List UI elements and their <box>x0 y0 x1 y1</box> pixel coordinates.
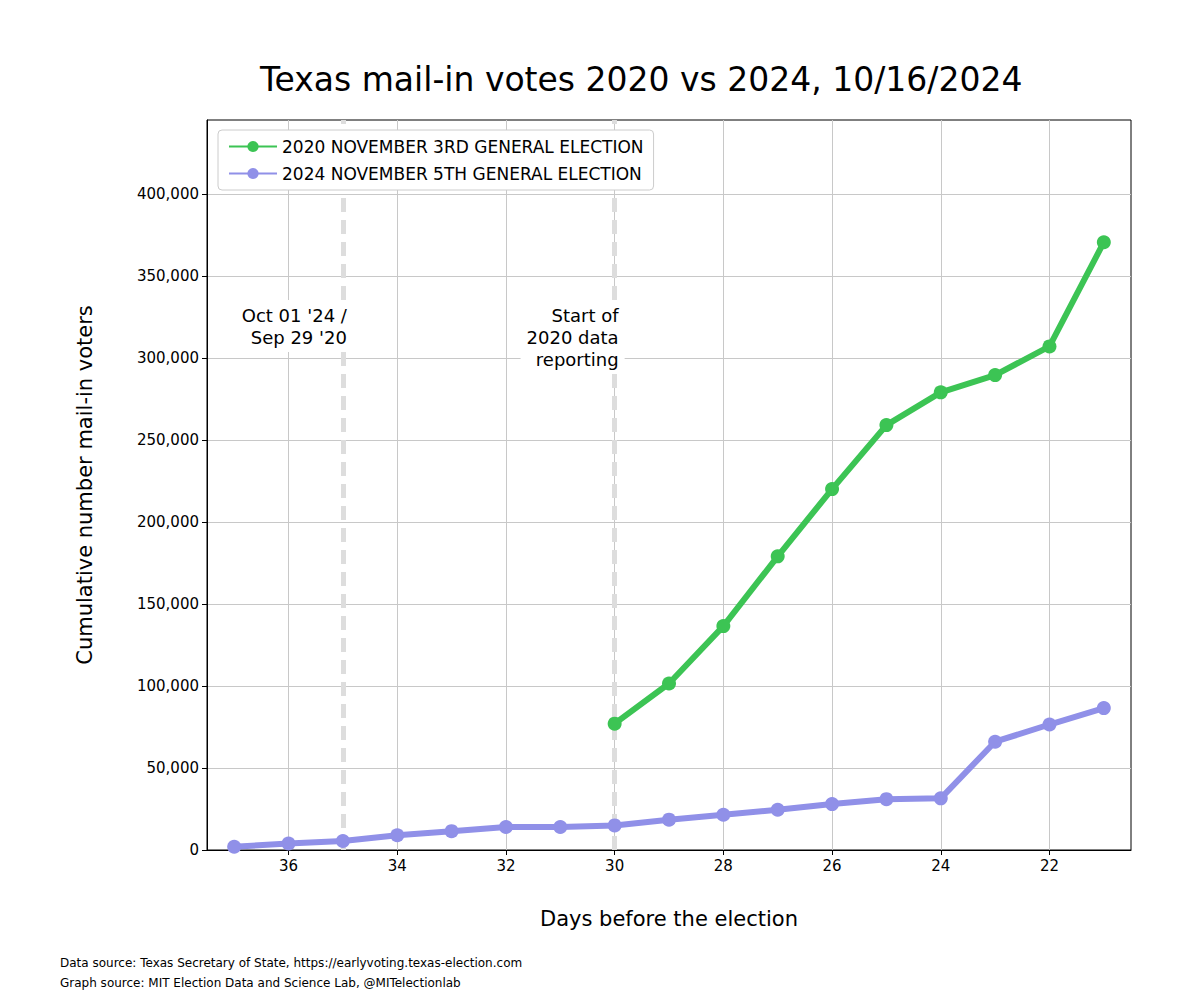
svg-text:Graph source: MIT Election Dat: Graph source: MIT Election Data and Scie… <box>60 976 461 990</box>
svg-text:26: 26 <box>823 857 842 875</box>
svg-text:34: 34 <box>388 857 407 875</box>
svg-text:100,000: 100,000 <box>137 677 199 695</box>
svg-text:350,000: 350,000 <box>137 267 199 285</box>
svg-text:2024 NOVEMBER 5TH GENERAL ELEC: 2024 NOVEMBER 5TH GENERAL ELECTION <box>282 164 642 184</box>
svg-text:50,000: 50,000 <box>147 759 200 777</box>
svg-text:24: 24 <box>931 857 950 875</box>
svg-text:Texas mail-in votes 2020 vs 20: Texas mail-in votes 2020 vs 2024, 10/16/… <box>259 60 1022 99</box>
svg-text:32: 32 <box>496 857 515 875</box>
svg-text:Data source: Texas Secretary o: Data source: Texas Secretary of State, h… <box>60 956 522 970</box>
svg-text:300,000: 300,000 <box>137 349 199 367</box>
svg-text:2020 NOVEMBER 3RD GENERAL ELEC: 2020 NOVEMBER 3RD GENERAL ELECTION <box>282 137 644 157</box>
svg-text:22: 22 <box>1040 857 1059 875</box>
svg-text:150,000: 150,000 <box>137 595 199 613</box>
svg-text:Days before the election: Days before the election <box>540 907 798 931</box>
svg-text:200,000: 200,000 <box>137 513 199 531</box>
svg-text:Start of: Start of <box>552 305 620 326</box>
svg-text:reporting: reporting <box>536 349 619 370</box>
svg-text:0: 0 <box>189 841 199 859</box>
svg-text:Oct 01 '24 /: Oct 01 '24 / <box>242 305 348 326</box>
svg-text:30: 30 <box>605 857 624 875</box>
svg-text:28: 28 <box>714 857 733 875</box>
svg-text:2020 data: 2020 data <box>527 327 619 348</box>
svg-text:36: 36 <box>279 857 298 875</box>
svg-text:400,000: 400,000 <box>137 185 199 203</box>
svg-text:250,000: 250,000 <box>137 431 199 449</box>
svg-text:Cumulative number mail-in vote: Cumulative number mail-in voters <box>73 305 97 665</box>
svg-text:Sep 29 '20: Sep 29 '20 <box>251 327 347 348</box>
